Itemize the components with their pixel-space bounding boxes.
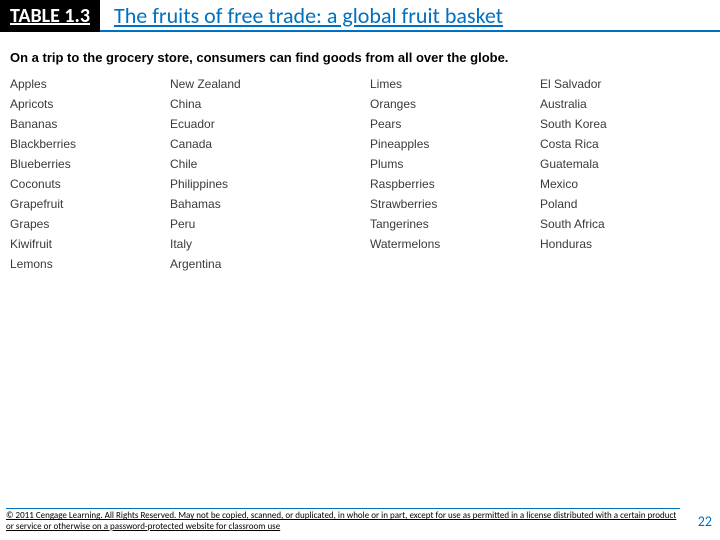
list-item: Pineapples <box>370 137 540 151</box>
list-item: Philippines <box>170 177 370 191</box>
list-item: Oranges <box>370 97 540 111</box>
list-item: Chile <box>170 157 370 171</box>
page-number: 22 <box>698 513 712 530</box>
list-item: Apricots <box>10 97 170 111</box>
list-item: Australia <box>540 97 710 111</box>
column-countries-2: El Salvador Australia South Korea Costa … <box>540 77 710 271</box>
column-fruits-1: Apples Apricots Bananas Blackberries Blu… <box>10 77 170 271</box>
column-countries-1: New Zealand China Ecuador Canada Chile P… <box>170 77 370 271</box>
list-item: Mexico <box>540 177 710 191</box>
list-item: Plums <box>370 157 540 171</box>
list-item: South Africa <box>540 217 710 231</box>
list-item: Argentina <box>170 257 370 271</box>
list-item: Coconuts <box>10 177 170 191</box>
column-fruits-2: Limes Oranges Pears Pineapples Plums Ras… <box>370 77 540 271</box>
list-item: Peru <box>170 217 370 231</box>
list-item: Lemons <box>10 257 170 271</box>
list-item: Honduras <box>540 237 710 251</box>
list-item: Tangerines <box>370 217 540 231</box>
list-item: Blackberries <box>10 137 170 151</box>
list-item: Apples <box>10 77 170 91</box>
list-item: Guatemala <box>540 157 710 171</box>
list-item: Italy <box>170 237 370 251</box>
footer: © 2011 Cengage Learning. All Rights Rese… <box>6 508 680 532</box>
list-item: Raspberries <box>370 177 540 191</box>
list-item: Bananas <box>10 117 170 131</box>
table-label: TABLE 1.3 <box>0 0 100 32</box>
list-item: Canada <box>170 137 370 151</box>
list-item: Bahamas <box>170 197 370 211</box>
header-bar: TABLE 1.3 The fruits of free trade: a gl… <box>0 0 720 32</box>
list-item: Kiwifruit <box>10 237 170 251</box>
list-item: Limes <box>370 77 540 91</box>
list-item: Grapefruit <box>10 197 170 211</box>
list-item: Pears <box>370 117 540 131</box>
list-item: El Salvador <box>540 77 710 91</box>
list-item: China <box>170 97 370 111</box>
list-item: Poland <box>540 197 710 211</box>
list-item: South Korea <box>540 117 710 131</box>
table-subtitle: On a trip to the grocery store, consumer… <box>10 50 720 65</box>
list-item: Grapes <box>10 217 170 231</box>
list-item: New Zealand <box>170 77 370 91</box>
list-item: Blueberries <box>10 157 170 171</box>
copyright-text: © 2011 Cengage Learning. All Rights Rese… <box>6 511 680 532</box>
list-item: Strawberries <box>370 197 540 211</box>
table-columns: Apples Apricots Bananas Blackberries Blu… <box>0 77 720 271</box>
table-title: The fruits of free trade: a global fruit… <box>100 0 720 32</box>
list-item: Costa Rica <box>540 137 710 151</box>
list-item: Watermelons <box>370 237 540 251</box>
list-item: Ecuador <box>170 117 370 131</box>
